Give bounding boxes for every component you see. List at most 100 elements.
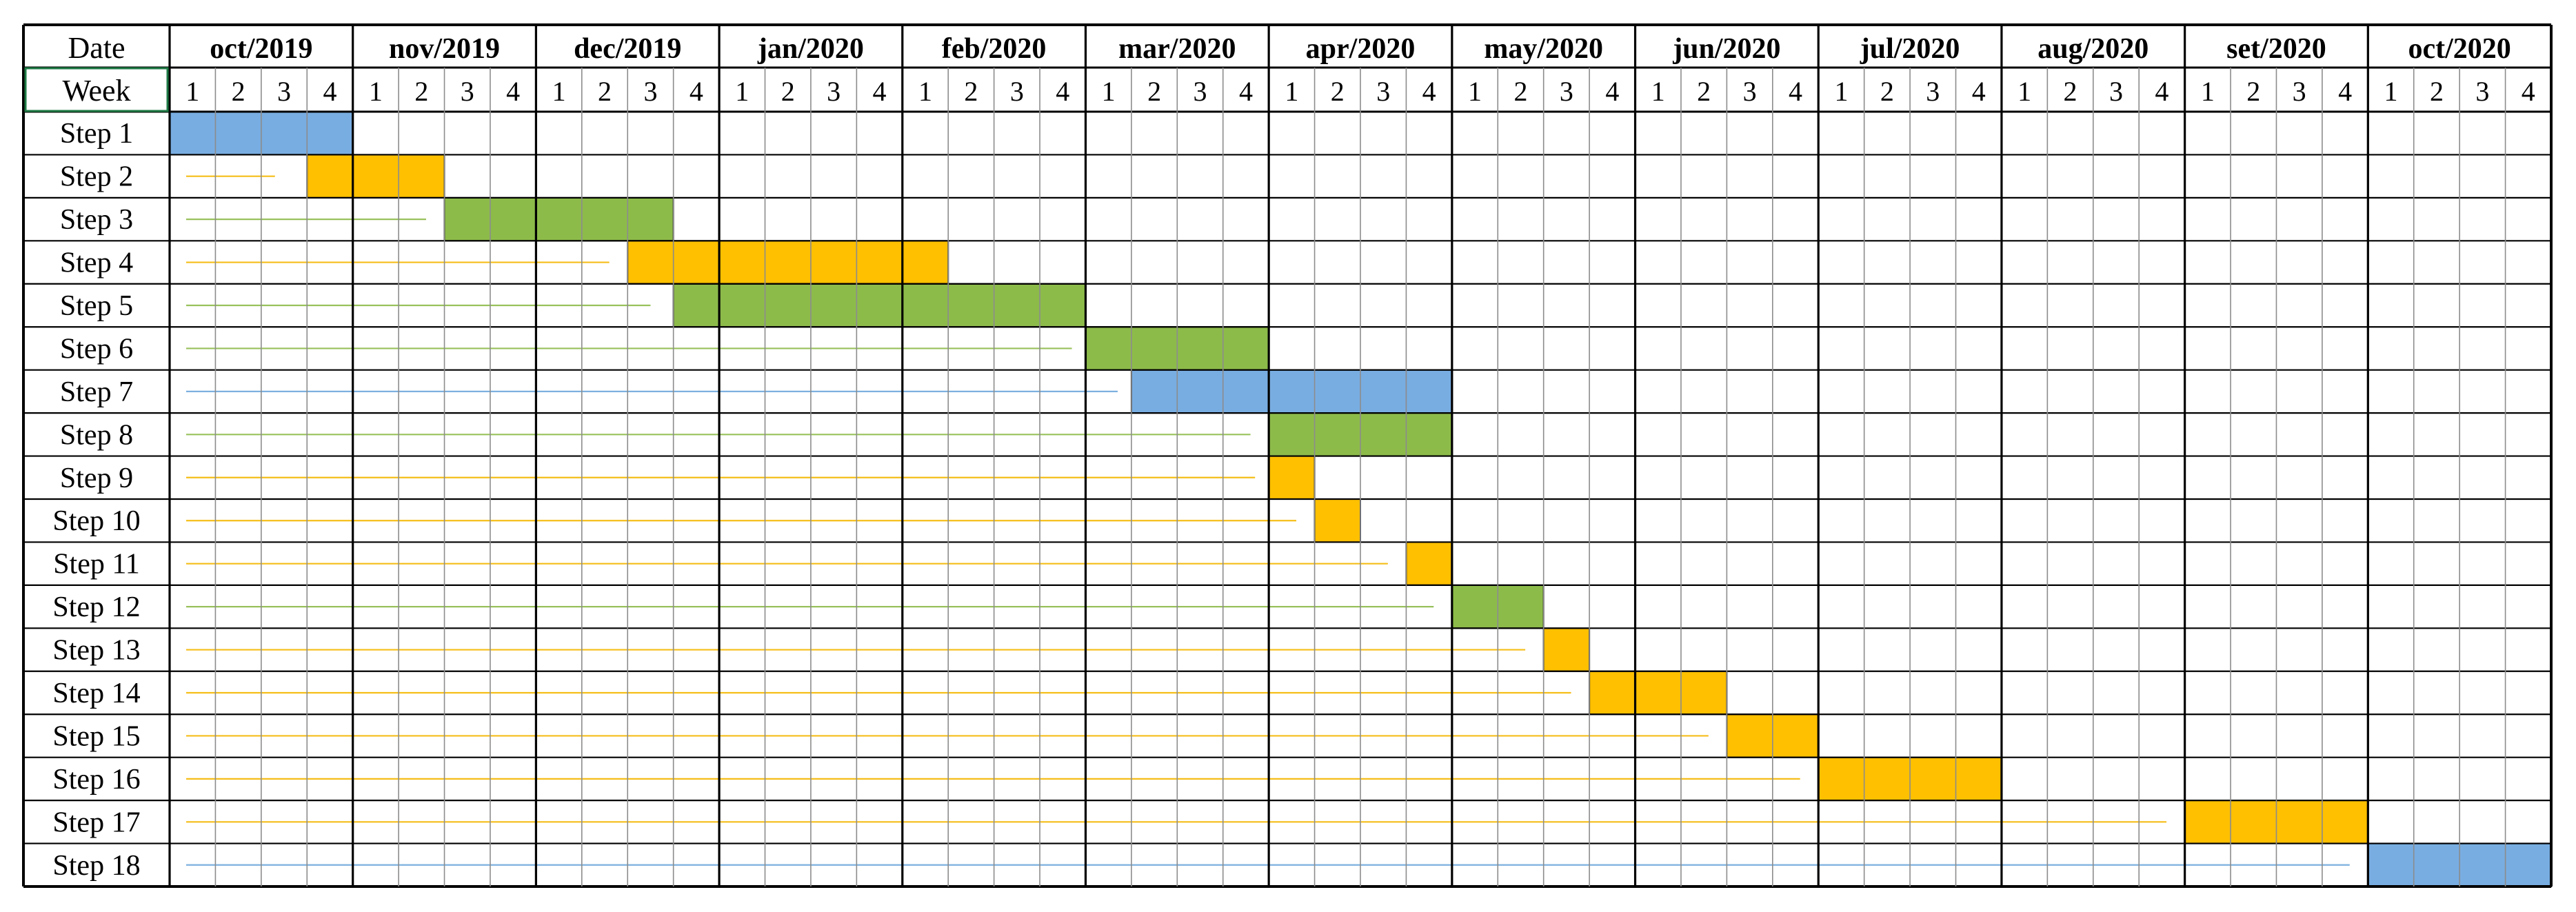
week-number-label: 2: [2246, 76, 2260, 107]
task-label: Step 16: [52, 764, 140, 796]
week-number-label: 3: [2109, 76, 2123, 107]
week-number-label: 1: [1102, 76, 1116, 107]
week-number-label: 2: [232, 76, 245, 107]
task-bar: [1405, 541, 1453, 586]
week-number-label: 2: [1697, 76, 1711, 107]
week-number-label: 3: [1376, 76, 1390, 107]
task-bar: [1314, 498, 1361, 543]
week-number-label: 4: [1422, 76, 1436, 107]
month-label: aug/2020: [2037, 33, 2149, 65]
week-number-label: 1: [552, 76, 566, 107]
week-number-label: 2: [964, 76, 978, 107]
week-number-label: 1: [918, 76, 932, 107]
week-number-label: 3: [1010, 76, 1024, 107]
week-number-label: 1: [1285, 76, 1298, 107]
week-number-label: 3: [643, 76, 657, 107]
month-label: jun/2020: [1672, 33, 1780, 65]
chart-labels: Date Week oct/2019 nov/2019 dec/2019 jan/20…: [52, 31, 2535, 882]
task-label: Step 18: [52, 850, 140, 882]
week-number-label: 3: [1743, 76, 1757, 107]
task-bar: [672, 283, 1087, 328]
week-number-label: 1: [2201, 76, 2215, 107]
week-number-label: 2: [598, 76, 612, 107]
week-number-label: 3: [2475, 76, 2489, 107]
week-number-label: 3: [2293, 76, 2306, 107]
week-header-cell: [24, 67, 169, 112]
task-label: Step 7: [60, 376, 133, 408]
week-number-label: 4: [2522, 76, 2535, 107]
week-number-label: 1: [1651, 76, 1665, 107]
week-number-label: 1: [1834, 76, 1848, 107]
week-number-label: 3: [827, 76, 841, 107]
week-number-label: 4: [690, 76, 703, 107]
month-label: oct/2020: [2408, 33, 2511, 65]
month-label: mar/2020: [1118, 33, 1236, 65]
task-label: Step 3: [60, 204, 133, 236]
week-number-label: 2: [414, 76, 428, 107]
task-label: Step 12: [52, 591, 140, 623]
grid-lines: [22, 23, 2553, 888]
week-number-label: 2: [2064, 76, 2077, 107]
week-number-label: 4: [2338, 76, 2352, 107]
task-label: Step 11: [53, 549, 140, 580]
week-number-label: 3: [277, 76, 291, 107]
month-label: may/2020: [1484, 33, 1603, 65]
week-number-label: 4: [506, 76, 520, 107]
week-number-label: 2: [1880, 76, 1894, 107]
week-number-label: 3: [461, 76, 474, 107]
week-number-label: 4: [2155, 76, 2169, 107]
week-number-label: 4: [1239, 76, 1253, 107]
date-header-label: Date: [68, 31, 125, 65]
week-number-label: 2: [1147, 76, 1161, 107]
task-label: Step 14: [52, 678, 140, 709]
task-label: Step 15: [52, 720, 140, 752]
week-number-label: 2: [2430, 76, 2444, 107]
week-number-label: 3: [1560, 76, 1573, 107]
task-label: Step 1: [60, 118, 133, 150]
week-number-label: 1: [185, 76, 199, 107]
month-label: apr/2020: [1306, 33, 1416, 65]
task-label: Step 8: [60, 419, 133, 451]
month-label: jan/2020: [757, 33, 864, 65]
task-bar: [443, 196, 674, 242]
task-bar: [1268, 455, 1316, 500]
month-label: set/2020: [2226, 33, 2326, 65]
month-label: feb/2020: [942, 33, 1047, 65]
month-label: jul/2020: [1860, 33, 1960, 65]
task-label: Step 10: [52, 505, 140, 537]
task-bar: [627, 240, 949, 285]
week-number-label: 1: [369, 76, 383, 107]
week-number-label: 4: [1972, 76, 1986, 107]
week-number-label: 1: [2384, 76, 2398, 107]
week-number-label: 4: [1605, 76, 1619, 107]
week-number-label: 1: [1468, 76, 1482, 107]
week-number-label: 3: [1194, 76, 1207, 107]
week-number-label: 4: [1056, 76, 1069, 107]
connector-lines: [186, 175, 2350, 866]
week-number-label: 2: [1513, 76, 1527, 107]
week-number-label: 4: [323, 76, 336, 107]
week-number-label: 4: [1789, 76, 1802, 107]
task-label: Step 13: [52, 635, 140, 667]
task-label: Step 17: [52, 807, 140, 838]
month-label: nov/2019: [389, 33, 500, 65]
week-number-label: 3: [1926, 76, 1940, 107]
task-label: Step 2: [60, 161, 133, 193]
week-number-label: 1: [735, 76, 749, 107]
task-bar: [1542, 627, 1591, 672]
month-label: oct/2019: [210, 33, 312, 65]
task-label: Step 5: [60, 290, 133, 322]
task-bar: [306, 154, 445, 199]
month-label: dec/2019: [574, 33, 681, 65]
task-label: Step 4: [60, 247, 133, 279]
week-number-label: 2: [1331, 76, 1345, 107]
week-number-label: 2: [781, 76, 795, 107]
task-bar: [1589, 670, 1728, 716]
week-header-label: Week: [62, 74, 130, 108]
task-bar: [1130, 369, 1453, 414]
week-number-label: 4: [873, 76, 887, 107]
task-label: Step 6: [60, 333, 133, 365]
week-number-label: 1: [2017, 76, 2031, 107]
task-label: Step 9: [60, 463, 133, 494]
